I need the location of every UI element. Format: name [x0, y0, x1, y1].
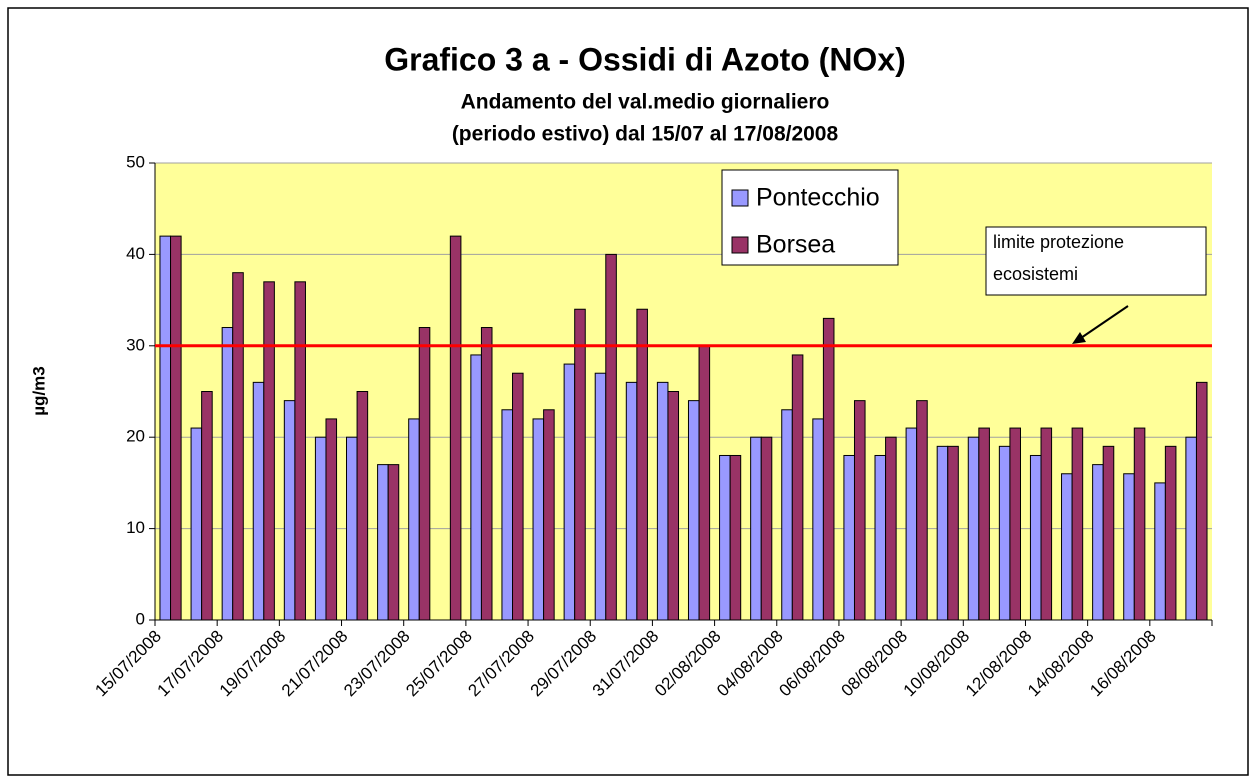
bar [719, 454, 731, 621]
bar [563, 363, 576, 621]
chart-subtitle: (periodo estivo) dal 15/07 al 17/08/2008 [452, 123, 839, 146]
bar [698, 345, 711, 621]
bar [1071, 427, 1084, 621]
bar [1040, 427, 1053, 621]
bar [356, 391, 369, 621]
bar [1102, 445, 1115, 621]
bar [221, 327, 234, 621]
annotation-text: ecosistemi [993, 264, 1078, 284]
bar [170, 235, 182, 621]
bar [387, 464, 400, 621]
bar [201, 391, 213, 621]
bar [853, 400, 866, 621]
bar [781, 409, 793, 621]
annotation-arrowhead [1072, 332, 1086, 344]
bar [512, 372, 524, 621]
y-tick-label: 20 [126, 427, 145, 446]
bar [625, 381, 638, 621]
bar [574, 308, 586, 621]
bar [532, 418, 545, 621]
bar [283, 400, 296, 621]
bar [1195, 381, 1208, 621]
legend-swatch [731, 189, 749, 207]
bar [252, 381, 265, 621]
bar [325, 418, 338, 621]
y-tick-label: 0 [136, 609, 145, 628]
bar [874, 454, 887, 621]
bar [843, 454, 855, 621]
y-tick-label: 40 [126, 244, 145, 263]
y-tick-label: 30 [126, 335, 145, 354]
bar [346, 436, 358, 621]
bar [967, 436, 980, 621]
bar [822, 317, 835, 621]
bar [594, 372, 607, 621]
bar [449, 235, 462, 621]
y-axis-label: µg/m3 [29, 366, 48, 415]
bar [408, 418, 420, 621]
bar [1154, 482, 1166, 621]
bar [750, 436, 762, 621]
bar [159, 235, 172, 621]
chart-subtitle: Andamento del val.medio giornaliero [461, 91, 830, 114]
bar [605, 253, 617, 621]
bar [1009, 427, 1021, 621]
bar [947, 445, 959, 621]
bar [687, 400, 700, 621]
bar [636, 308, 648, 621]
legend-swatch [731, 236, 749, 254]
bar [729, 454, 742, 621]
bar [314, 436, 327, 621]
legend-label: Pontecchio [756, 184, 880, 212]
bar [1092, 464, 1104, 621]
bar [1029, 454, 1042, 621]
bar [190, 427, 203, 621]
chart-title: Grafico 3 a - Ossidi di Azoto (NOx) [384, 41, 906, 77]
bar [232, 272, 244, 621]
bar [812, 418, 824, 621]
annotation-text: limite protezione [993, 232, 1124, 252]
bar [656, 381, 669, 621]
bar [470, 354, 482, 621]
bar [936, 445, 949, 621]
bar [667, 391, 680, 621]
y-tick-label: 10 [126, 518, 145, 537]
bar [1123, 473, 1135, 621]
bar [1185, 436, 1197, 621]
bar [263, 281, 275, 621]
bar [905, 427, 918, 621]
bar [1164, 445, 1177, 621]
bar [791, 354, 804, 621]
legend-box [721, 169, 899, 266]
bar [543, 409, 555, 621]
bar [480, 327, 493, 621]
bar [1061, 473, 1073, 621]
bar [885, 436, 897, 621]
bar [998, 445, 1011, 621]
bar [916, 400, 928, 621]
bar [418, 327, 431, 621]
legend-label: Borsea [756, 231, 835, 259]
annotation-arrow [1077, 305, 1129, 341]
bar [1133, 427, 1146, 621]
bar [377, 464, 389, 621]
y-tick-label: 50 [126, 152, 145, 171]
annotation-box [985, 226, 1207, 296]
bar [294, 281, 306, 621]
bar [760, 436, 773, 621]
bar [978, 427, 990, 621]
bar [501, 409, 514, 621]
